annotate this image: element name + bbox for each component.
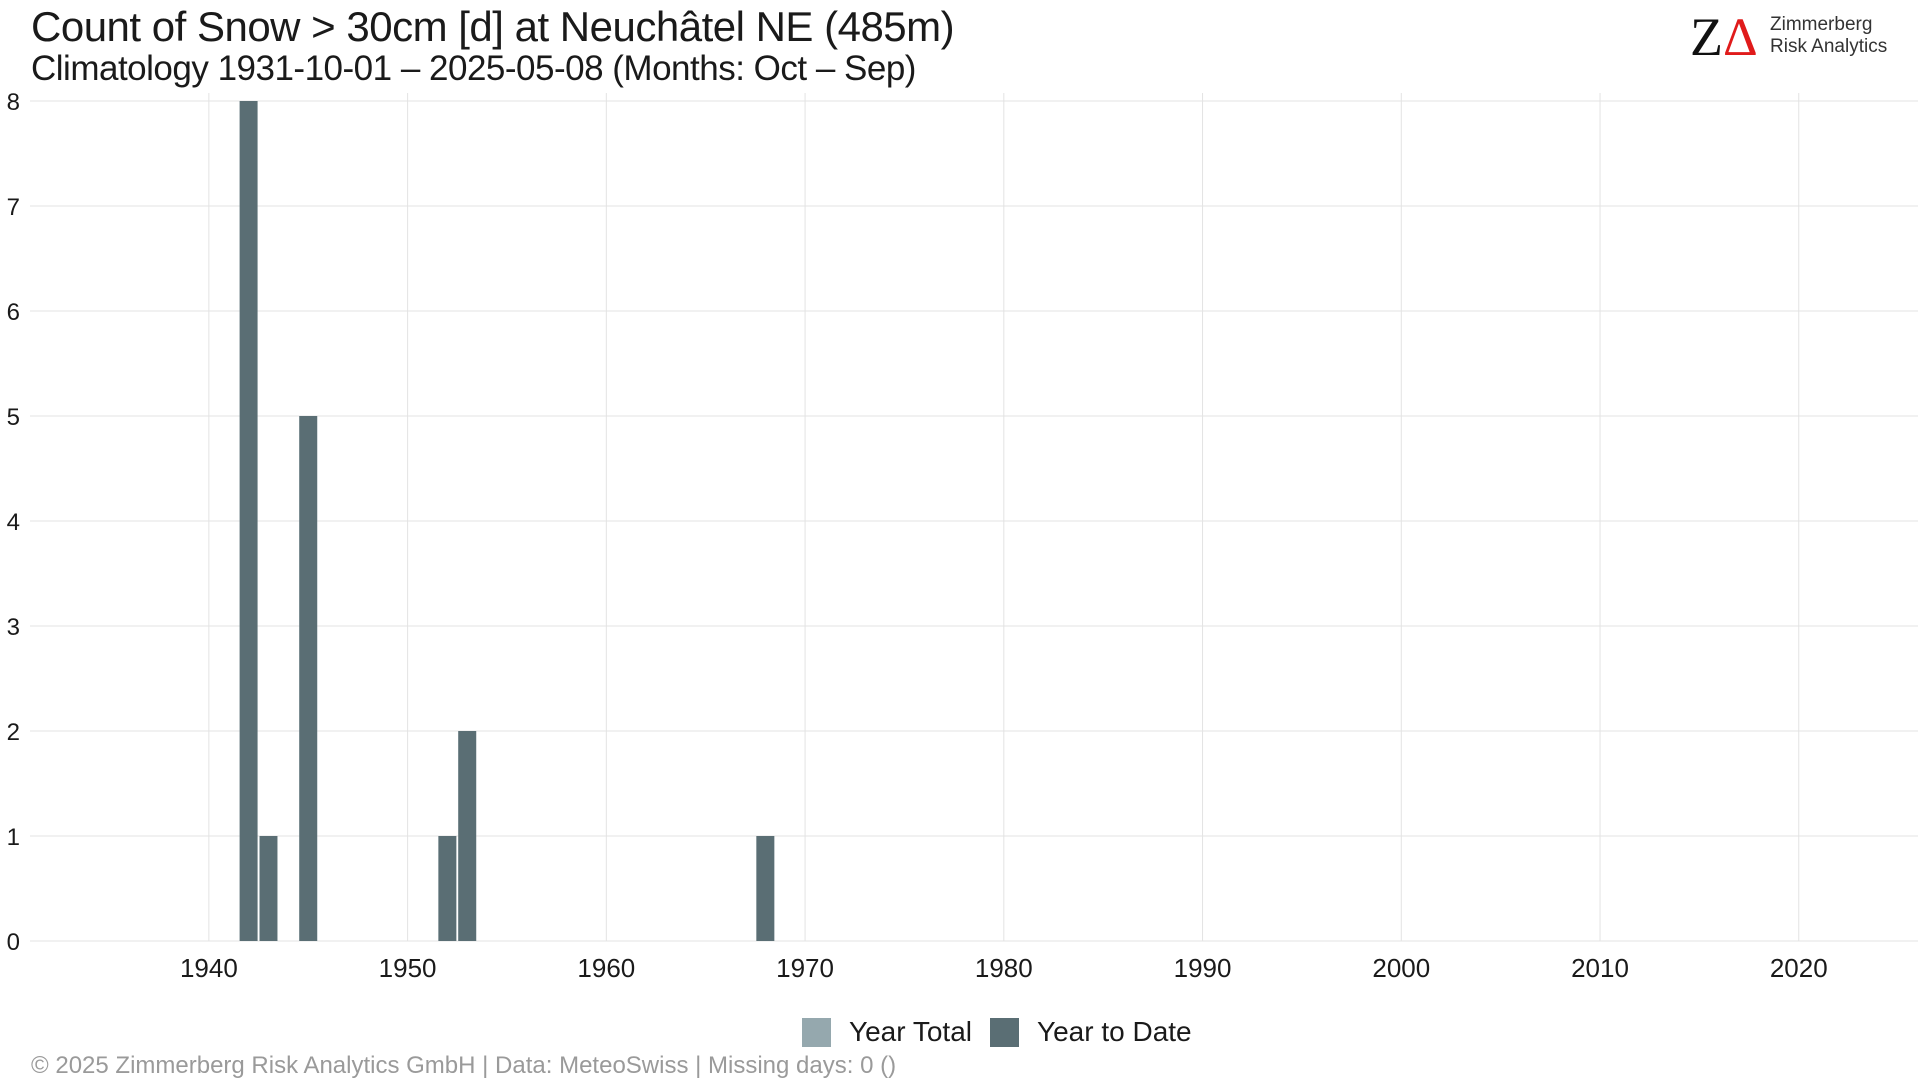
x-tick-label: 1990 bbox=[1174, 953, 1232, 983]
bar-year-to-date bbox=[239, 101, 258, 941]
legend-item-year-total: Year Total bbox=[802, 1016, 972, 1048]
grid-lines bbox=[30, 93, 1918, 942]
logo-text: Zimmerberg Risk Analytics bbox=[1770, 14, 1887, 58]
x-tick-label: 1950 bbox=[379, 953, 437, 983]
y-tick-label: 2 bbox=[7, 719, 20, 746]
x-tick-label: 1960 bbox=[577, 953, 635, 983]
bar-year-to-date bbox=[259, 836, 278, 941]
logo-delta-letter: Δ bbox=[1723, 7, 1758, 67]
bars bbox=[239, 101, 775, 941]
chart-subtitle: Climatology 1931-10-01 – 2025-05-08 (Mon… bbox=[31, 49, 916, 88]
logo-text-line1: Zimmerberg bbox=[1770, 14, 1873, 35]
y-tick-label: 4 bbox=[7, 509, 20, 536]
y-tick-label: 1 bbox=[7, 824, 20, 851]
x-tick-label: 1980 bbox=[975, 953, 1033, 983]
legend-label-year-to-date: Year to Date bbox=[1037, 1016, 1192, 1047]
legend-label-year-total: Year Total bbox=[849, 1016, 972, 1047]
legend-item-year-to-date: Year to Date bbox=[990, 1016, 1192, 1048]
y-tick-label: 7 bbox=[7, 194, 20, 221]
legend-swatch-year-to-date bbox=[990, 1017, 1019, 1047]
x-axis-tick-labels: 1940 1950 1960 1970 1980 1990 2000 2010 2020 bbox=[180, 953, 1828, 983]
y-axis-tick-labels: 0 1 2 3 4 5 6 7 8 bbox=[7, 89, 20, 956]
legend-swatch-year-total bbox=[802, 1017, 831, 1047]
x-tick-label: 2010 bbox=[1571, 953, 1629, 983]
logo-z-letter: Z bbox=[1690, 7, 1723, 67]
x-tick-label: 1940 bbox=[180, 953, 238, 983]
x-tick-label: 1970 bbox=[776, 953, 834, 983]
bar-year-to-date bbox=[458, 731, 477, 941]
chart-title: Count of Snow > 30cm [d] at Neuchâtel NE… bbox=[31, 3, 955, 50]
y-tick-label: 3 bbox=[7, 614, 20, 641]
y-tick-label: 5 bbox=[7, 404, 20, 431]
x-tick-label: 2020 bbox=[1770, 953, 1828, 983]
y-tick-label: 6 bbox=[7, 299, 20, 326]
bar-year-to-date bbox=[438, 836, 457, 941]
legend: Year Total Year to Date bbox=[802, 1016, 1210, 1048]
logo-text-line2: Risk Analytics bbox=[1770, 36, 1888, 57]
bar-year-to-date bbox=[299, 416, 318, 941]
y-tick-label: 0 bbox=[7, 929, 20, 956]
footer-caption: © 2025 Zimmerberg Risk Analytics GmbH | … bbox=[31, 1052, 897, 1079]
bar-year-to-date bbox=[756, 836, 775, 941]
logo-mark: ZΔ bbox=[1690, 10, 1758, 64]
company-logo: ZΔ Zimmerberg Risk Analytics bbox=[1690, 10, 1900, 64]
x-tick-label: 2000 bbox=[1372, 953, 1430, 983]
y-tick-label: 8 bbox=[7, 89, 20, 116]
